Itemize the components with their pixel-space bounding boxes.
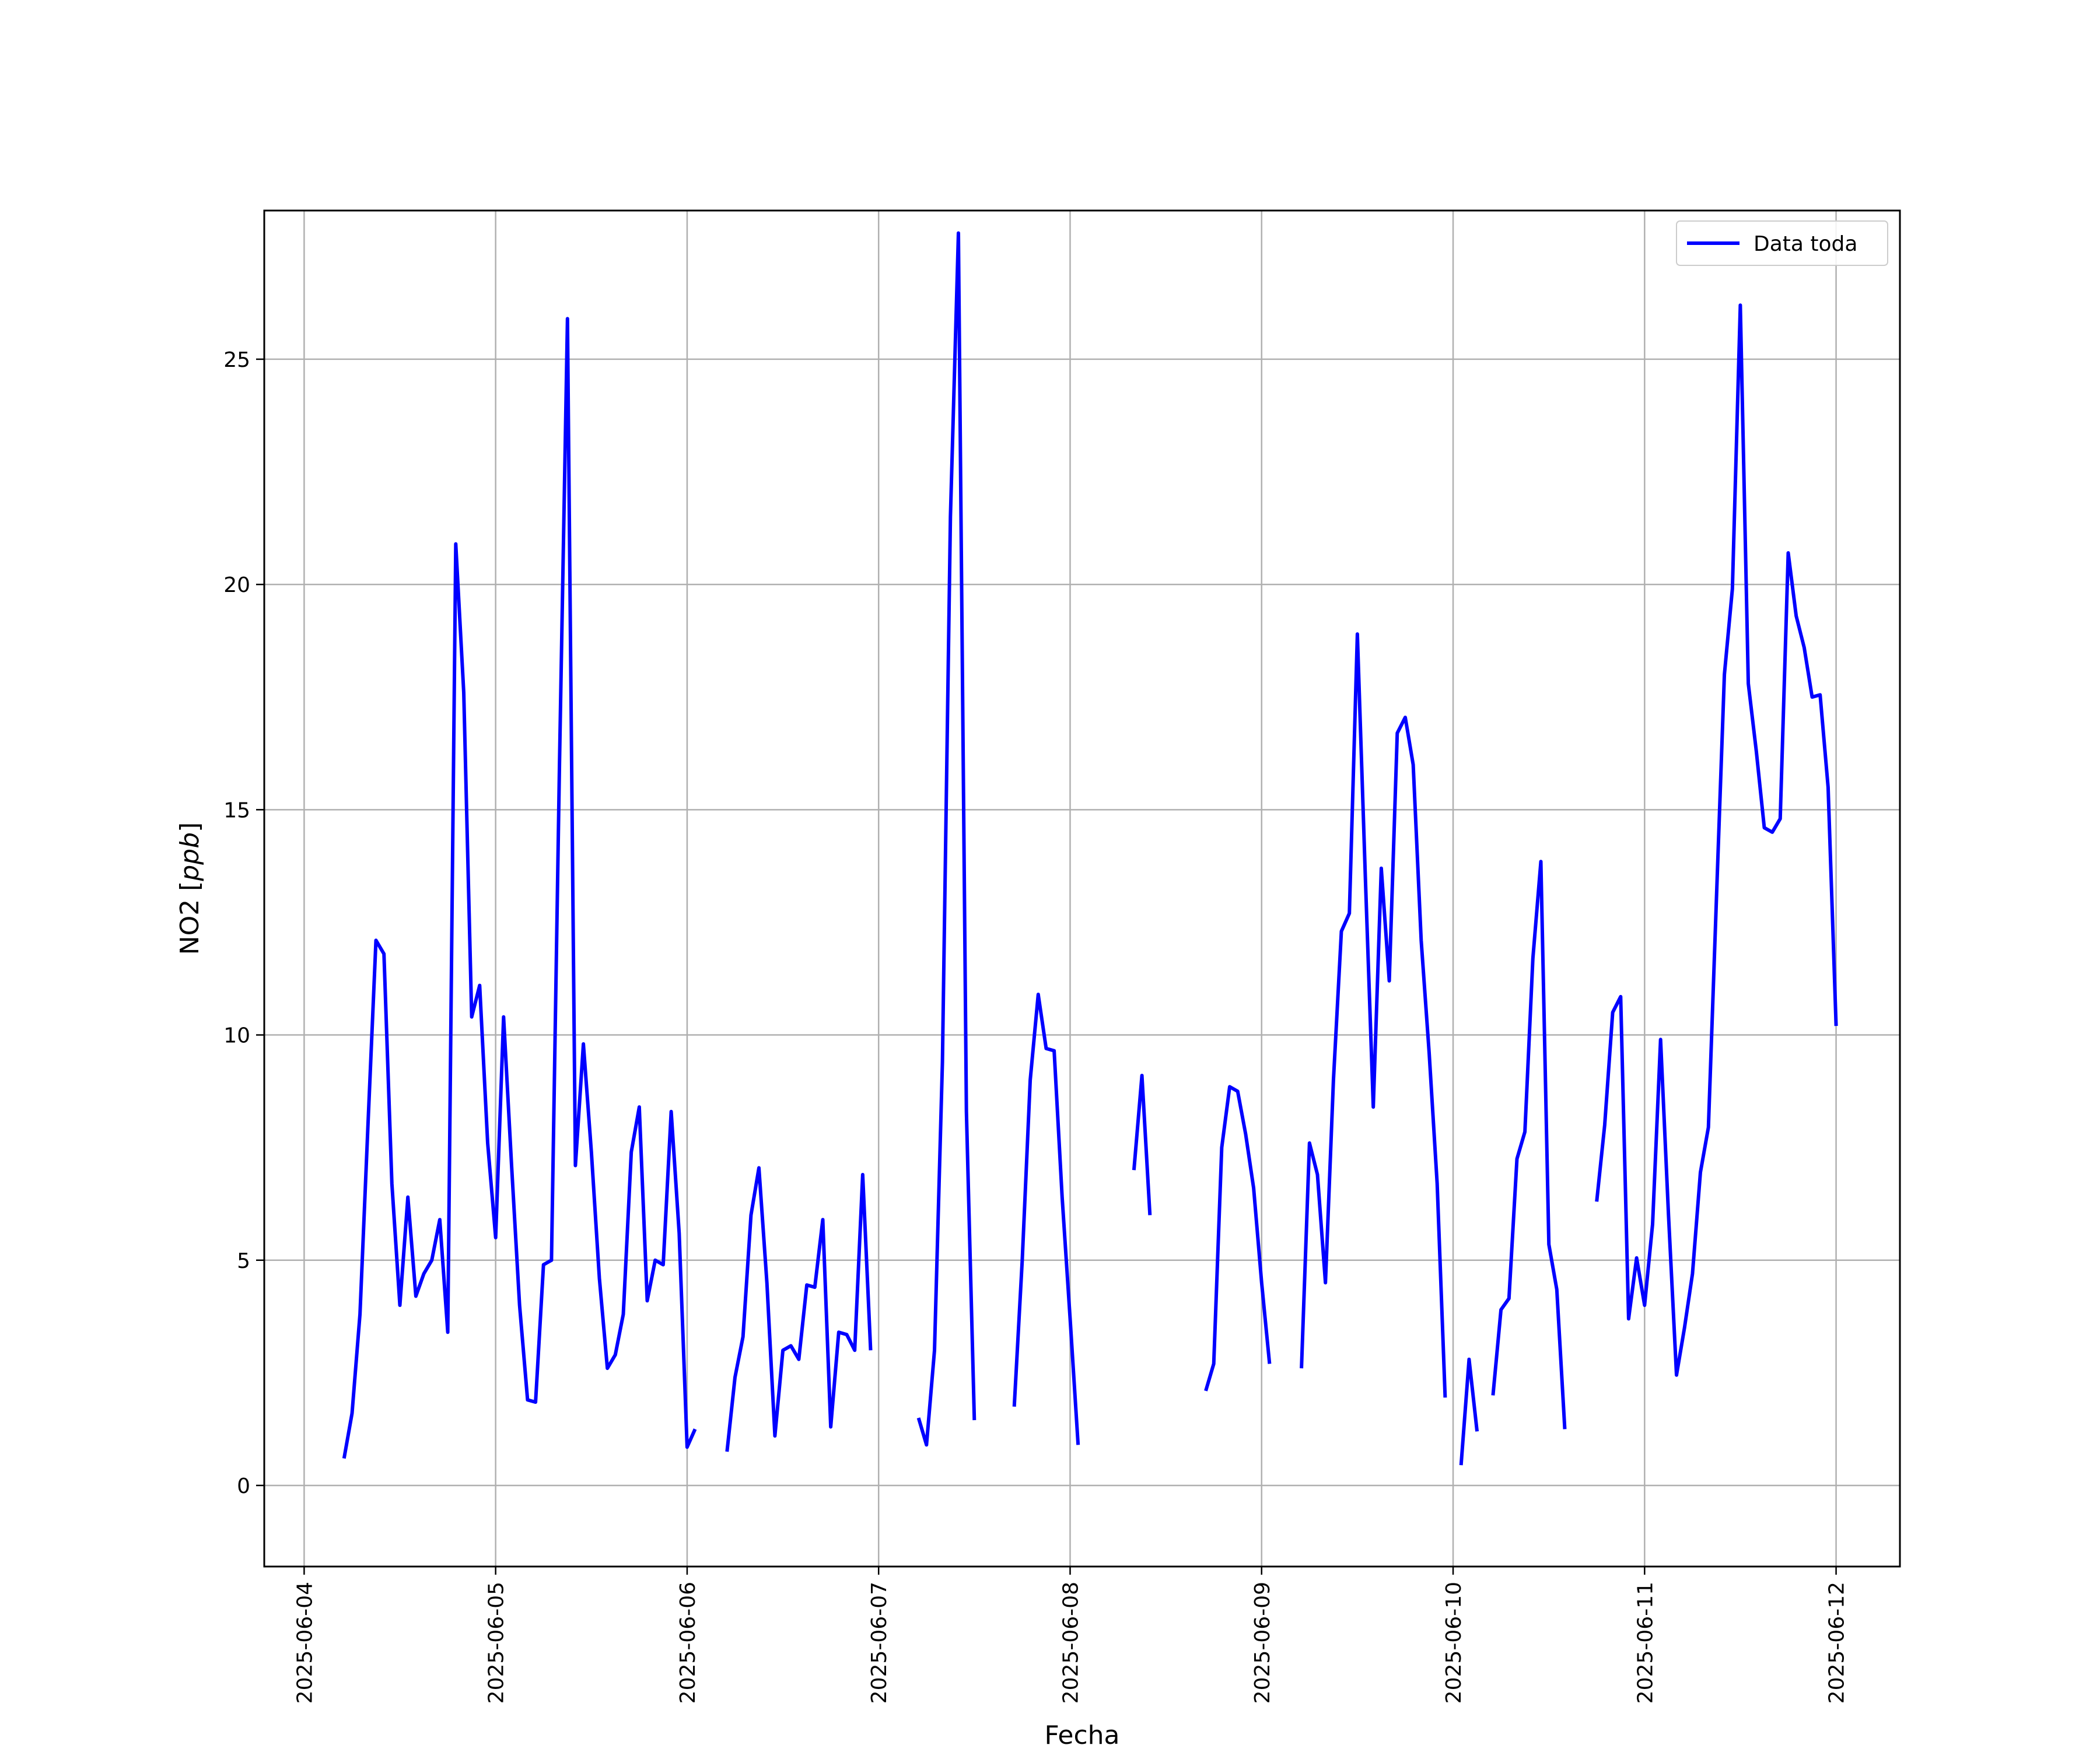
- series-line-segment: [1300, 632, 1447, 1398]
- axis-ticks: 2025-06-04 2025-06-05 2025-06-06 2025-06-07…: [223, 348, 1849, 1704]
- y-tick-label: 20: [223, 573, 250, 597]
- x-tick-label: 2025-06-10: [1442, 1582, 1466, 1704]
- legend: Data toda: [1676, 220, 1888, 266]
- series-line-segment: [1595, 303, 1838, 1377]
- series-layer: [342, 231, 1838, 1466]
- series-line-segment: [1132, 1074, 1152, 1215]
- x-tick-label: 2025-06-05: [485, 1582, 509, 1704]
- plot-frame: [263, 209, 1901, 1568]
- y-axis-label-text: ]: [175, 822, 205, 832]
- x-tick-label: 2025-06-06: [676, 1582, 700, 1704]
- series-line-segment: [916, 231, 977, 1447]
- y-axis-label-unit: ppb: [175, 832, 205, 882]
- x-tick-label: 2025-06-09: [1251, 1582, 1275, 1704]
- axis-labels: Fecha NO2 [ppb]: [175, 822, 1120, 1750]
- x-tick-label: 2025-06-12: [1825, 1582, 1849, 1704]
- x-tick-label: 2025-06-04: [293, 1582, 317, 1704]
- y-tick-label: 15: [223, 798, 250, 822]
- series-line-segment: [1459, 1357, 1479, 1466]
- legend-box: [1676, 220, 1888, 266]
- x-tick-label: 2025-06-08: [1059, 1582, 1083, 1704]
- y-axis-label-text: NO2 [: [175, 881, 205, 955]
- y-tick-label: 10: [223, 1024, 250, 1048]
- y-tick-label: 25: [223, 348, 250, 372]
- x-tick-label: 2025-06-11: [1633, 1582, 1657, 1704]
- y-axis-label: NO2 [ppb]: [175, 822, 205, 955]
- series-line-segment: [725, 1166, 873, 1452]
- series-line-segment: [1012, 993, 1080, 1445]
- y-tick-label: 0: [237, 1474, 250, 1498]
- x-tick-label: 2025-06-07: [867, 1582, 891, 1704]
- grid: [264, 211, 1900, 1567]
- x-axis-label: Fecha: [1044, 1721, 1119, 1750]
- series-line-segment: [1204, 1085, 1272, 1392]
- series-line-segment: [342, 317, 697, 1459]
- y-tick-label: 5: [237, 1249, 250, 1273]
- legend-label: Data toda: [1754, 232, 1857, 256]
- series-line-segment: [1491, 860, 1567, 1429]
